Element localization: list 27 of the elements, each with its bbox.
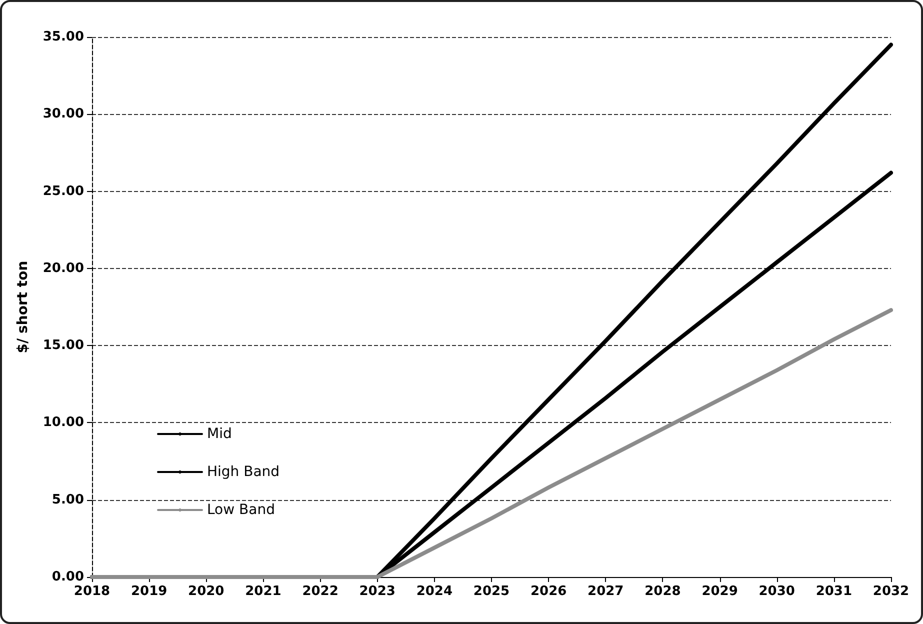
x-tick-label: 2026 [530,584,567,599]
x-tick-label: 2029 [702,584,738,599]
y-tick-label: 25.00 [42,184,84,199]
legend-label: High Band [207,464,280,480]
y-tick-label: 10.00 [42,415,84,430]
y-tick-label: 35.00 [42,30,84,44]
x-tick-label: 2028 [644,584,681,599]
x-tick-label: 2030 [758,584,795,599]
y-tick-label: 20.00 [42,260,84,276]
x-tick-label: 2031 [816,584,852,599]
x-tick-label: 2025 [473,584,510,599]
x-tick-label: 2027 [588,584,624,599]
x-tick-label: 2018 [74,584,110,599]
x-tick-label: 2022 [302,584,338,599]
y-tick-label: 0.00 [52,570,84,584]
x-tick-label: 2024 [416,584,453,599]
x-tick-label: 2019 [130,584,168,599]
legend-label: Low Band [207,502,275,518]
y-tick-label: 5.00 [52,492,84,508]
x-tick-label: 2032 [872,584,910,599]
y-axis-title: $/ short ton [15,260,31,354]
x-tick-label: 2023 [359,584,396,599]
y-tick-label: 15.00 [42,338,84,354]
x-tick-label: 2021 [245,584,282,599]
y-tick-label: 30.00 [42,106,84,122]
x-tick-label: 2020 [188,584,224,599]
legend-label: Mid [207,426,232,442]
